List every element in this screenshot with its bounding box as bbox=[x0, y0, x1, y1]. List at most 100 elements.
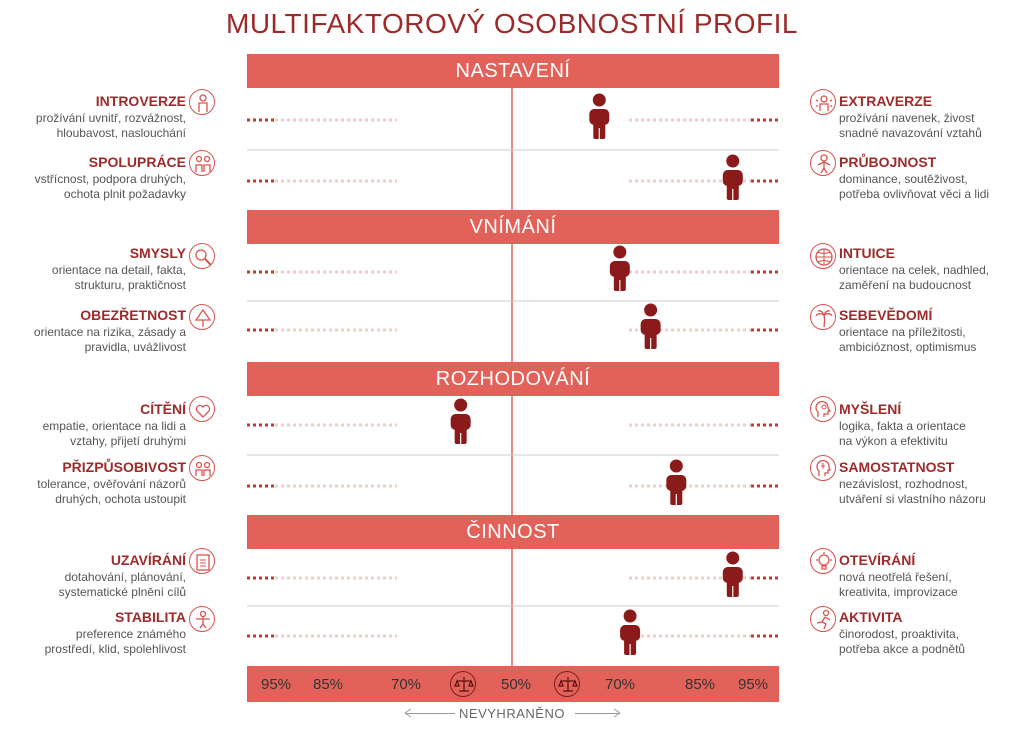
lightbulb-icon bbox=[810, 548, 836, 574]
left-label-2: SMYSLY orientace na detail, fakta, struktu… bbox=[0, 245, 186, 293]
right-trait-desc: potřeba akce a podnětů bbox=[839, 642, 966, 656]
left-trait-desc: hloubavost, naslouchání bbox=[56, 126, 186, 140]
scales-icon bbox=[450, 671, 476, 697]
left-trait-desc: vztahy, přijetí druhými bbox=[70, 434, 186, 448]
heart-icon bbox=[189, 396, 215, 422]
left-trait-title: STABILITA bbox=[114, 609, 186, 625]
magnifier-icon bbox=[189, 243, 215, 269]
right-trait-desc: na výkon a efektivitu bbox=[839, 434, 948, 448]
scale-tick-right-95: 95% bbox=[737, 676, 769, 693]
arrow-left bbox=[405, 713, 455, 714]
left-trait-title: UZAVÍRÁNÍ bbox=[110, 552, 186, 568]
left-trait-title: SPOLUPRÁCE bbox=[88, 154, 186, 170]
left-trait-desc: dotahování, plánování, bbox=[64, 570, 186, 584]
strong-person-icon bbox=[810, 150, 836, 176]
scale-tick-center-50: 50% bbox=[500, 676, 532, 693]
scale-tick-left-95: 95% bbox=[260, 676, 292, 693]
arrow-right bbox=[575, 713, 620, 714]
right-label-0: EXTRAVERZE prožívání navenek, živost snadn… bbox=[839, 93, 1019, 141]
person-marker bbox=[666, 459, 687, 505]
right-trait-title: PRŮBOJNOST bbox=[839, 154, 937, 170]
person-marker bbox=[620, 609, 641, 655]
right-trait-title: MYŠLENÍ bbox=[839, 401, 902, 417]
left-trait-desc: orientace na rizika, zásady a bbox=[33, 325, 186, 339]
section-band-vnimani: VNÍMÁNÍ bbox=[247, 210, 779, 244]
left-label-1: SPOLUPRÁCE vstřícnost, podpora druhých, oc… bbox=[0, 154, 186, 202]
independent-head-icon bbox=[810, 455, 836, 481]
left-label-5: PŘIZPŮSOBIVOST tolerance, ověřování názor… bbox=[0, 459, 186, 507]
palm-island-icon bbox=[810, 304, 836, 330]
left-label-0: INTROVERZE prožívání uvnitř, rozvážnost, h… bbox=[0, 93, 186, 141]
left-trait-title: PŘIZPŮSOBIVOST bbox=[62, 459, 186, 475]
section-band-nastaveni: NASTAVENÍ bbox=[247, 54, 779, 88]
scale-tick-right-85: 85% bbox=[684, 676, 716, 693]
right-trait-desc: snadné navazování vztahů bbox=[839, 126, 982, 140]
right-trait-desc: činorodost, proaktivita, bbox=[839, 627, 960, 641]
checklist-icon bbox=[189, 548, 215, 574]
left-trait-desc: empatie, orientace na lidi a bbox=[42, 419, 186, 433]
right-trait-title: SAMOSTATNOST bbox=[839, 459, 955, 475]
left-label-7: STABILITA preference známého prostředí, kl… bbox=[0, 609, 186, 657]
left-trait-desc: prožívání uvnitř, rozvážnost, bbox=[35, 111, 186, 125]
brain-head-icon bbox=[810, 396, 836, 422]
page-title: MULTIFAKTOROVÝ OSOBNOSTNÍ PROFIL bbox=[226, 8, 798, 39]
adapting-people-icon bbox=[189, 455, 215, 481]
right-trait-desc: prožívání navenek, živost bbox=[839, 111, 975, 125]
neutral-label: NEVYHRANĚNO bbox=[459, 706, 565, 721]
left-trait-desc: systematické plnění cílů bbox=[58, 585, 186, 599]
left-trait-desc: tolerance, ověřování názorů bbox=[37, 477, 186, 491]
left-trait-desc: druhých, ochota ustoupit bbox=[55, 492, 186, 506]
right-label-5: SAMOSTATNOST nezávislost, rozhodnost, utvá… bbox=[839, 459, 1019, 507]
right-trait-desc: orientace na příležitosti, bbox=[839, 325, 966, 339]
globe-icon bbox=[810, 243, 836, 269]
right-trait-title: SEBEVĚDOMÍ bbox=[839, 307, 933, 323]
right-trait-desc: logika, fakta a orientace bbox=[839, 419, 966, 433]
left-label-6: UZAVÍRÁNÍ dotahování, plánování, systemati… bbox=[0, 552, 186, 600]
left-trait-title: CÍTĚNÍ bbox=[140, 401, 186, 417]
person-inward-icon bbox=[189, 89, 215, 115]
left-label-4: CÍTĚNÍ empatie, orientace na lidi a vztahy… bbox=[0, 401, 186, 449]
right-label-6: OTEVÍRÁNÍ nová neotřelá řešení, kreativita… bbox=[839, 552, 1019, 600]
person-marker bbox=[450, 398, 471, 444]
right-trait-desc: nová neotřelá řešení, bbox=[839, 570, 952, 584]
left-trait-title: OBEZŘETNOST bbox=[80, 307, 186, 323]
left-trait-desc: vstřícnost, podpora druhých, bbox=[34, 172, 186, 186]
right-trait-title: INTUICE bbox=[839, 245, 895, 261]
right-trait-desc: orientace na celek, nadhled, bbox=[839, 263, 990, 277]
left-trait-desc: pravidla, uvážlivost bbox=[84, 340, 186, 354]
person-marker bbox=[722, 551, 743, 597]
two-people-icon bbox=[189, 150, 215, 176]
section-band-rozhodovani: ROZHODOVÁNÍ bbox=[247, 362, 779, 396]
left-trait-title: SMYSLY bbox=[129, 245, 186, 261]
right-trait-title: EXTRAVERZE bbox=[839, 93, 933, 109]
right-trait-desc: kreativita, improvizace bbox=[839, 585, 958, 599]
scale-tick-left-70: 70% bbox=[390, 676, 422, 693]
right-label-7: AKTIVITA činorodost, proaktivita, potřeba … bbox=[839, 609, 1019, 657]
scale-bar bbox=[247, 666, 779, 702]
running-person-icon bbox=[810, 606, 836, 632]
right-label-4: MYŠLENÍ logika, fakta a orientace na výkon… bbox=[839, 401, 1019, 449]
person-marker bbox=[722, 154, 743, 200]
right-trait-title: AKTIVITA bbox=[839, 609, 903, 625]
scale-tick-left-85: 85% bbox=[312, 676, 344, 693]
person-outward-icon bbox=[810, 89, 836, 115]
right-label-1: PRŮBOJNOST dominance, soutěživost, potřeba… bbox=[839, 154, 1019, 202]
right-trait-desc: potřeba ovlivňovat věci a lidi bbox=[839, 187, 990, 201]
left-trait-title: INTROVERZE bbox=[95, 93, 186, 109]
right-label-2: INTUICE orientace na celek, nadhled, zaměř… bbox=[839, 245, 1019, 293]
right-trait-desc: ambicióznost, optimismus bbox=[839, 340, 977, 354]
warning-sign-icon bbox=[189, 304, 215, 330]
person-marker bbox=[609, 245, 630, 291]
section-band-cinnost: ČINNOST bbox=[247, 515, 779, 549]
right-trait-desc: nezávislost, rozhodnost, bbox=[839, 477, 968, 491]
right-trait-desc: dominance, soutěživost, bbox=[839, 172, 968, 186]
person-marker bbox=[640, 303, 661, 349]
right-trait-title: OTEVÍRÁNÍ bbox=[839, 552, 916, 568]
left-trait-desc: preference známého bbox=[75, 627, 186, 641]
scales-icon bbox=[554, 671, 580, 697]
scale-tick-right-70: 70% bbox=[604, 676, 636, 693]
right-trait-desc: zaměření na budoucnost bbox=[839, 278, 972, 292]
left-trait-desc: prostředí, klid, spolehlivost bbox=[44, 642, 186, 656]
right-trait-desc: utváření si vlastního názoru bbox=[839, 492, 986, 506]
